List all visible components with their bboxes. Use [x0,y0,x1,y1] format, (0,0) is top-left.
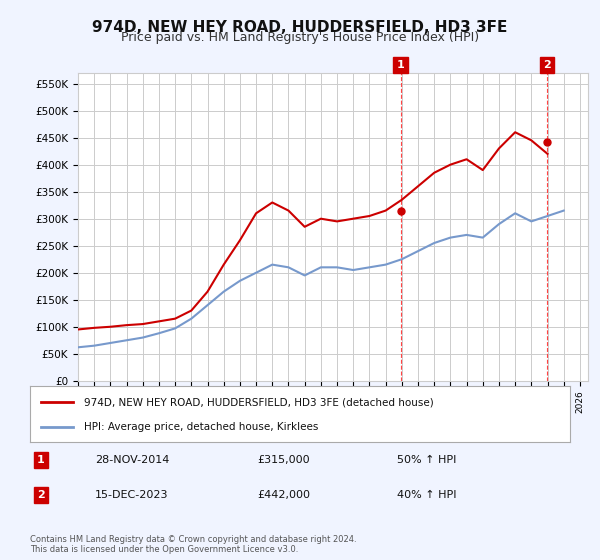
Text: 15-DEC-2023: 15-DEC-2023 [95,490,168,500]
Text: £315,000: £315,000 [257,455,310,465]
Text: 40% ↑ HPI: 40% ↑ HPI [397,490,457,500]
Text: 1: 1 [37,455,44,465]
Text: £442,000: £442,000 [257,490,310,500]
Text: 974D, NEW HEY ROAD, HUDDERSFIELD, HD3 3FE (detached house): 974D, NEW HEY ROAD, HUDDERSFIELD, HD3 3F… [84,397,434,407]
Text: 50% ↑ HPI: 50% ↑ HPI [397,455,457,465]
Text: HPI: Average price, detached house, Kirklees: HPI: Average price, detached house, Kirk… [84,422,319,432]
Text: Contains HM Land Registry data © Crown copyright and database right 2024.
This d: Contains HM Land Registry data © Crown c… [30,535,356,554]
Text: 2: 2 [543,60,551,70]
Text: 974D, NEW HEY ROAD, HUDDERSFIELD, HD3 3FE: 974D, NEW HEY ROAD, HUDDERSFIELD, HD3 3F… [92,20,508,35]
Text: Price paid vs. HM Land Registry's House Price Index (HPI): Price paid vs. HM Land Registry's House … [121,31,479,44]
Text: 1: 1 [397,60,404,70]
Text: 28-NOV-2014: 28-NOV-2014 [95,455,169,465]
Text: 2: 2 [37,490,44,500]
